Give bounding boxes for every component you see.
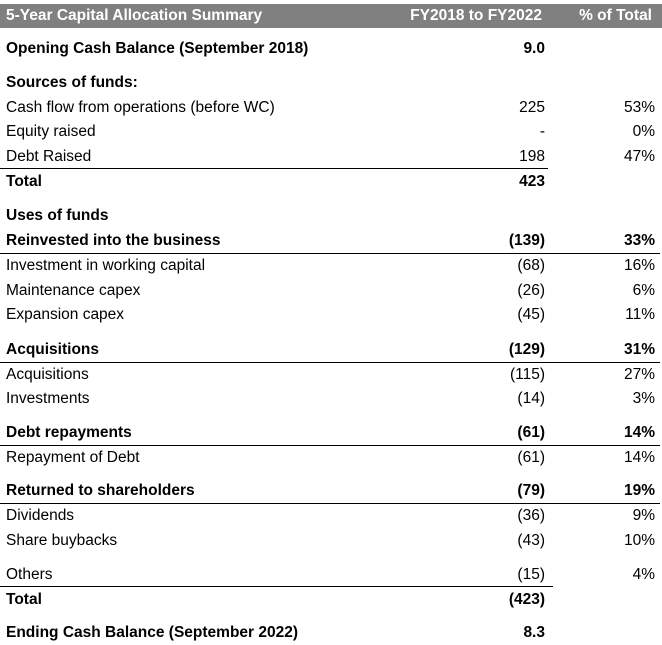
row-value: (61) [517,424,545,441]
row-percent: 10% [623,532,655,549]
row-label: Total [6,173,42,190]
table-row: Investment in working capital (68) 16% [0,254,662,278]
row-percent: 47% [623,148,655,165]
subtotal-row: Acquisitions (129) 31% [0,338,662,362]
row-label: Acquisitions [6,366,89,383]
row-value: (139) [508,232,545,249]
row-value: (115) [509,366,545,383]
table-row: Equity raised - 0% [0,120,662,144]
subtotal-row: Returned to shareholders (79) 19% [0,479,662,503]
row-label: Debt repayments [6,424,132,441]
row-label: Sources of funds: [6,74,138,91]
row-percent: 4% [632,566,655,583]
row-value: (79) [517,482,545,499]
ending-cash-row: Ending Cash Balance (September 2022) 8.3 [0,621,662,645]
row-value: 198 [519,148,545,165]
row-label: Ending Cash Balance (September 2022) [6,624,299,641]
row-value: (61) [517,449,545,466]
row-percent: 6% [632,282,655,299]
opening-cash-row: Opening Cash Balance (September 2018) 9.… [0,37,662,61]
row-label: Investments [6,390,90,407]
row-label: Acquisitions [6,341,100,358]
row-label: Returned to shareholders [6,482,195,499]
row-percent: 33% [623,232,655,249]
row-value: 8.3 [523,624,545,641]
row-percent: 14% [623,424,655,441]
table-row: Dividends (36) 9% [0,504,662,528]
uses-total-row: Total (423) [0,588,662,612]
row-percent: 0% [632,123,655,140]
row-percent: 11% [625,306,655,323]
row-percent: 19% [623,482,655,499]
subtotal-row: Reinvested into the business (139) 33% [0,229,662,253]
section-divider [0,445,660,446]
period-column-header: FY2018 to FY2022 [410,7,542,24]
row-label: Cash flow from operations (before WC) [6,99,275,116]
row-label: Repayment of Debt [6,449,140,466]
row-percent: 31% [623,341,655,358]
table-row: Others (15) 4% [0,563,662,587]
row-label: Share buybacks [6,532,118,549]
row-label: Investment in working capital [6,257,206,274]
row-value: (36) [517,507,545,524]
row-value: - [539,123,545,140]
sources-heading-row: Sources of funds: [0,71,662,95]
row-value: (43) [517,532,545,549]
row-label: Expansion capex [6,306,125,323]
row-value: (15) [517,566,545,583]
row-value: (45) [517,306,545,323]
section-divider [0,253,660,254]
row-value: (68) [517,257,545,274]
row-value: 423 [519,173,545,190]
row-label: Reinvested into the business [6,232,221,249]
row-value: 9.0 [523,40,545,57]
row-label: Uses of funds [6,207,109,224]
table-row: Cash flow from operations (before WC) 22… [0,96,662,120]
section-divider [0,503,660,504]
row-label: Equity raised [6,123,96,140]
row-value: (129) [508,341,545,358]
subtotal-row: Debt repayments (61) 14% [0,421,662,445]
table-row: Acquisitions (115) 27% [0,363,662,387]
section-divider [0,362,660,363]
row-label: Dividends [6,507,75,524]
uses-heading-row: Uses of funds [0,204,662,228]
table-row: Maintenance capex (26) 6% [0,279,662,303]
row-value: 225 [519,99,545,116]
row-value: (423) [508,591,545,608]
sources-total-divider [0,168,548,169]
row-label: Opening Cash Balance (September 2018) [6,40,309,57]
row-percent: 3% [632,390,655,407]
sources-total-row: Total 423 [0,170,662,194]
table-title: 5-Year Capital Allocation Summary [6,7,263,24]
row-percent: 16% [623,257,655,274]
row-percent: 27% [623,366,655,383]
percent-column-header: % of Total [579,7,652,24]
table-header: 5-Year Capital Allocation Summary FY2018… [0,4,662,28]
row-percent: 9% [632,507,655,524]
row-label: Debt Raised [6,148,92,165]
row-label: Others [6,566,53,583]
uses-total-divider [0,586,553,587]
table-row: Debt Raised 198 47% [0,145,662,169]
row-label: Total [6,591,42,608]
table-row: Repayment of Debt (61) 14% [0,446,662,470]
row-value: (14) [517,390,545,407]
row-percent: 14% [623,449,655,466]
row-label: Maintenance capex [6,282,141,299]
row-value: (26) [517,282,545,299]
table-row: Expansion capex (45) 11% [0,303,662,327]
table-row: Investments (14) 3% [0,387,662,411]
row-percent: 53% [623,99,655,116]
table-row: Share buybacks (43) 10% [0,529,662,553]
